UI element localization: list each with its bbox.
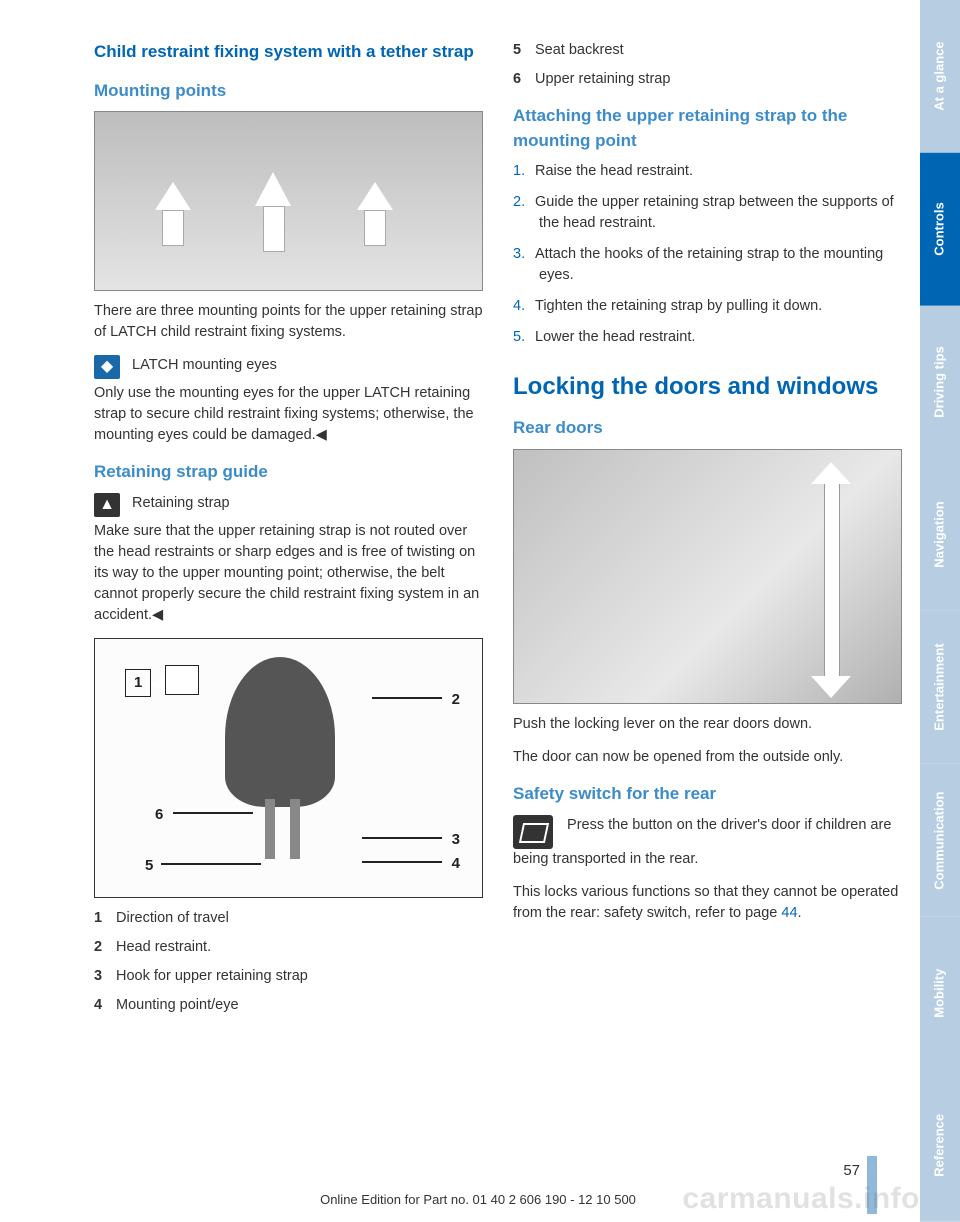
note-retaining-title: Retaining strap — [132, 495, 230, 511]
tab-mobility[interactable]: Mobility — [920, 917, 960, 1070]
figure-mounting-points — [94, 111, 483, 291]
warning-icon: ▲ — [94, 493, 120, 517]
info-icon: ◆ — [94, 355, 120, 379]
tab-driving-tips[interactable]: Driving tips — [920, 306, 960, 459]
tab-navigation[interactable]: Navigation — [920, 458, 960, 611]
heading-safety-switch: Safety switch for the rear — [513, 782, 902, 807]
note-retaining: ▲ Retaining strap Make sure that the upp… — [94, 493, 483, 626]
heading-child-restraint: Child restraint fixing system with a tet… — [94, 40, 483, 65]
legend-5: Seat backrest — [535, 42, 624, 58]
step-3: Attach the hooks of the retaining strap … — [535, 246, 883, 283]
figure-headrest-diagram: 1 2 6 5 3 4 — [94, 638, 483, 898]
tab-reference[interactable]: Reference — [920, 1069, 960, 1222]
heading-attaching: Attaching the upper retaining strap to t… — [513, 104, 902, 153]
legend-right: 5Seat backrest 6Upper retaining strap — [513, 40, 902, 90]
step-1: Raise the head restraint. — [535, 163, 693, 179]
steps-list: 1.Raise the head restraint. 2.Guide the … — [513, 161, 902, 348]
note-latch-body: Only use the mounting eyes for the upper… — [94, 383, 483, 446]
tab-communication[interactable]: Communication — [920, 764, 960, 917]
tab-entertainment[interactable]: Entertainment — [920, 611, 960, 764]
page-number: 57 — [843, 1160, 860, 1182]
tab-at-a-glance[interactable]: At a glance — [920, 0, 960, 153]
note-latch: ◆ LATCH mounting eyes Only use the mount… — [94, 355, 483, 446]
heading-mounting-points: Mounting points — [94, 79, 483, 104]
figure-rear-door — [513, 449, 902, 704]
right-column: 5Seat backrest 6Upper retaining strap At… — [513, 40, 902, 1222]
text-mounting-desc: There are three mounting points for the … — [94, 301, 483, 343]
legend-4: Mounting point/eye — [116, 997, 239, 1013]
sidebar-tabs: At a glance Controls Driving tips Naviga… — [920, 0, 960, 1222]
text-outside-only: The door can now be opened from the outs… — [513, 747, 902, 768]
step-4: Tighten the retaining strap by pulling i… — [535, 298, 822, 314]
tab-controls[interactable]: Controls — [920, 153, 960, 306]
step-5: Lower the head restraint. — [535, 329, 695, 345]
heading-locking: Locking the doors and windows — [513, 372, 902, 402]
window-lock-icon — [513, 815, 553, 849]
page-link-44[interactable]: 44 — [781, 905, 797, 921]
safety-note: Press the button on the driver's door if… — [513, 815, 902, 870]
left-column: Child restraint fixing system with a tet… — [94, 40, 483, 1222]
legend-6: Upper retaining strap — [535, 71, 670, 87]
note-retaining-body: Make sure that the upper retaining strap… — [94, 521, 483, 626]
text-push-lever: Push the locking lever on the rear doors… — [513, 714, 902, 735]
heading-retaining-guide: Retaining strap guide — [94, 460, 483, 485]
note-latch-title: LATCH mounting eyes — [132, 357, 277, 373]
legend-1: Direction of travel — [116, 910, 229, 926]
safety-body: Press the button on the driver's door if… — [513, 817, 891, 867]
footer-text: Online Edition for Part no. 01 40 2 606 … — [94, 1191, 862, 1210]
step-2: Guide the upper retaining strap between … — [535, 194, 894, 231]
text-safety-ref: This locks various functions so that the… — [513, 882, 902, 924]
heading-rear-doors: Rear doors — [513, 416, 902, 441]
legend-3: Hook for upper retaining strap — [116, 968, 308, 984]
legend-2: Head restraint. — [116, 939, 211, 955]
page-content: Child restraint fixing system with a tet… — [0, 0, 920, 1222]
legend-left: 1Direction of travel 2Head restraint. 3H… — [94, 908, 483, 1016]
